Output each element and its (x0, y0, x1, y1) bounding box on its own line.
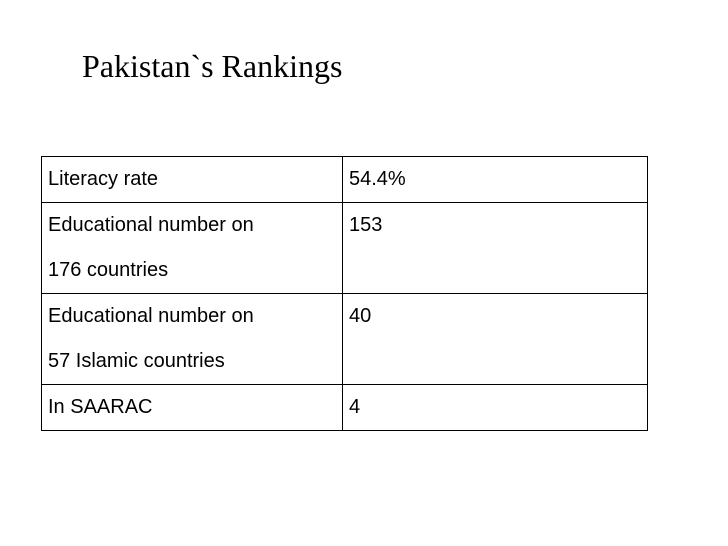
indicator-value: 4 (349, 396, 361, 418)
indicator-value: 40 (349, 305, 372, 327)
table-row: Educational number on 57 Islamic countri… (41, 293, 648, 385)
indicator-cell: In SAARAC (41, 384, 343, 431)
value-cell: 153 (342, 202, 648, 294)
indicator-cell: Literacy rate (41, 156, 343, 203)
value-cell: 40 (342, 293, 648, 385)
table-row: Educational number on 176 countries 153 (41, 202, 648, 294)
indicator-label-continued: 57 Islamic countries (48, 350, 225, 372)
indicator-value: 153 (349, 214, 383, 236)
slide-title: Pakistan`s Rankings (82, 48, 343, 84)
indicator-value: 54.4% (349, 168, 406, 190)
table-row: In SAARAC 4 (41, 384, 648, 431)
indicator-label: Literacy rate (48, 168, 159, 190)
indicator-label: In SAARAC (48, 396, 153, 418)
indicator-cell: Educational number on 176 countries (41, 202, 343, 294)
rankings-table: Literacy rate 54.4% Educational number o… (41, 156, 648, 431)
indicator-label: Educational number on (48, 305, 254, 327)
value-cell: 54.4% (342, 156, 648, 203)
table-row: Literacy rate 54.4% (41, 156, 648, 203)
value-cell: 4 (342, 384, 648, 431)
indicator-label: Educational number on (48, 214, 254, 236)
indicator-cell: Educational number on 57 Islamic countri… (41, 293, 343, 385)
indicator-label-continued: 176 countries (48, 259, 169, 281)
